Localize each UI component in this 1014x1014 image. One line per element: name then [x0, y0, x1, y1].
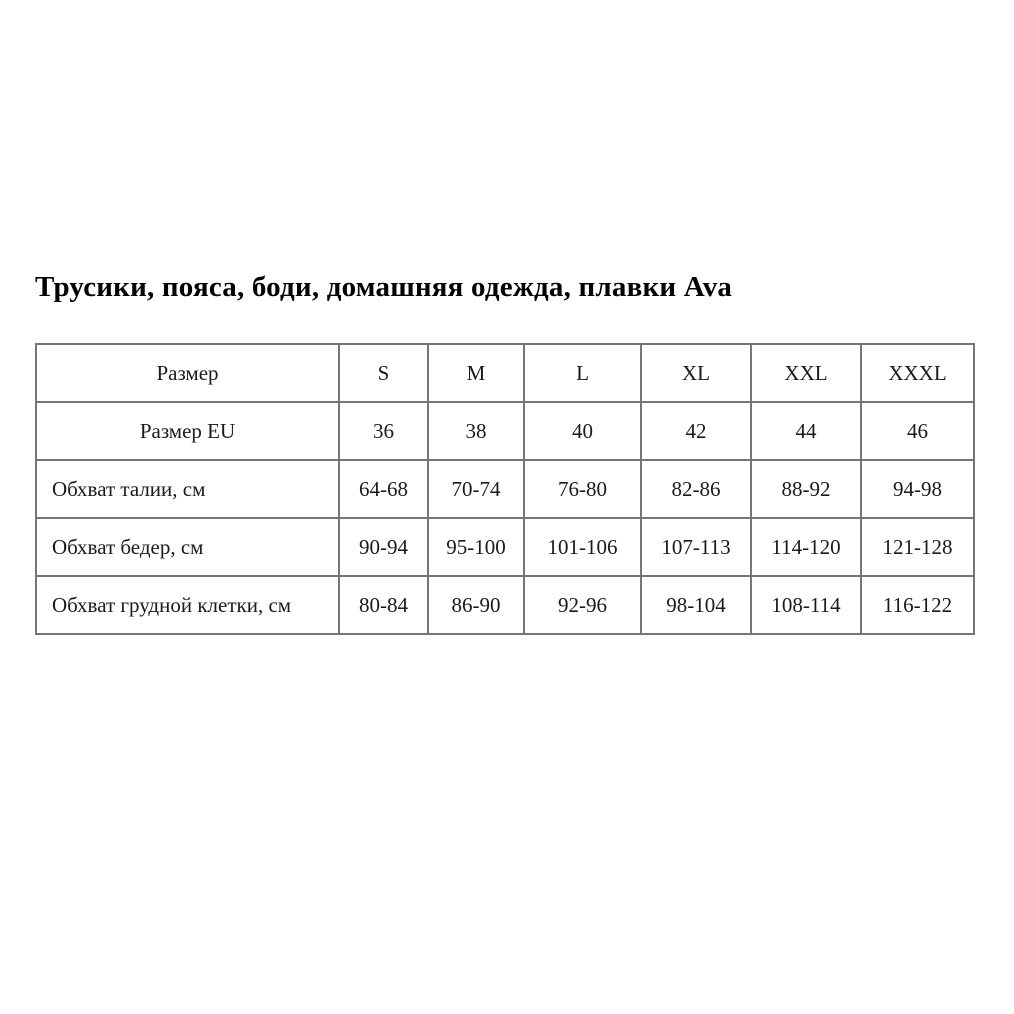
table-cell: 94-98	[860, 459, 975, 519]
column-header-s: S	[338, 343, 429, 403]
table-row-chest: Обхват грудной клетки, см 80-84 86-90 92…	[35, 575, 975, 635]
column-header-xxxl: XXXL	[860, 343, 975, 403]
column-header-xl: XL	[640, 343, 752, 403]
table-header-row: Размер S M L XL XXL XXXL	[35, 343, 975, 403]
table-cell: 80-84	[338, 575, 429, 635]
table-cell: 44	[750, 401, 862, 461]
column-header-m: M	[427, 343, 525, 403]
table-cell: 36	[338, 401, 429, 461]
row-label: Обхват талии, см	[35, 459, 340, 519]
table-cell: 40	[523, 401, 642, 461]
column-header-xxl: XXL	[750, 343, 862, 403]
column-header-l: L	[523, 343, 642, 403]
table-row-eu-size: Размер EU 36 38 40 42 44 46	[35, 401, 975, 461]
row-label: Размер EU	[35, 401, 340, 461]
row-label: Обхват бедер, см	[35, 517, 340, 577]
table-cell: 95-100	[427, 517, 525, 577]
table-cell: 82-86	[640, 459, 752, 519]
table-cell: 121-128	[860, 517, 975, 577]
table-cell: 64-68	[338, 459, 429, 519]
table-cell: 88-92	[750, 459, 862, 519]
table-cell: 38	[427, 401, 525, 461]
table-cell: 92-96	[523, 575, 642, 635]
table-cell: 116-122	[860, 575, 975, 635]
table-cell: 42	[640, 401, 752, 461]
table-cell: 90-94	[338, 517, 429, 577]
table-cell: 46	[860, 401, 975, 461]
size-table: Размер S M L XL XXL XXXL Размер EU 36 38…	[35, 343, 975, 635]
table-cell: 114-120	[750, 517, 862, 577]
table-cell: 98-104	[640, 575, 752, 635]
row-label: Обхват грудной клетки, см	[35, 575, 340, 635]
table-row-hips: Обхват бедер, см 90-94 95-100 101-106 10…	[35, 517, 975, 577]
page-title: Трусики, пояса, боди, домашняя одежда, п…	[35, 271, 733, 303]
table-cell: 101-106	[523, 517, 642, 577]
table-cell: 86-90	[427, 575, 525, 635]
column-header-size: Размер	[35, 343, 340, 403]
table-cell: 76-80	[523, 459, 642, 519]
table-row-waist: Обхват талии, см 64-68 70-74 76-80 82-86…	[35, 459, 975, 519]
table-cell: 70-74	[427, 459, 525, 519]
table-cell: 108-114	[750, 575, 862, 635]
table-cell: 107-113	[640, 517, 752, 577]
